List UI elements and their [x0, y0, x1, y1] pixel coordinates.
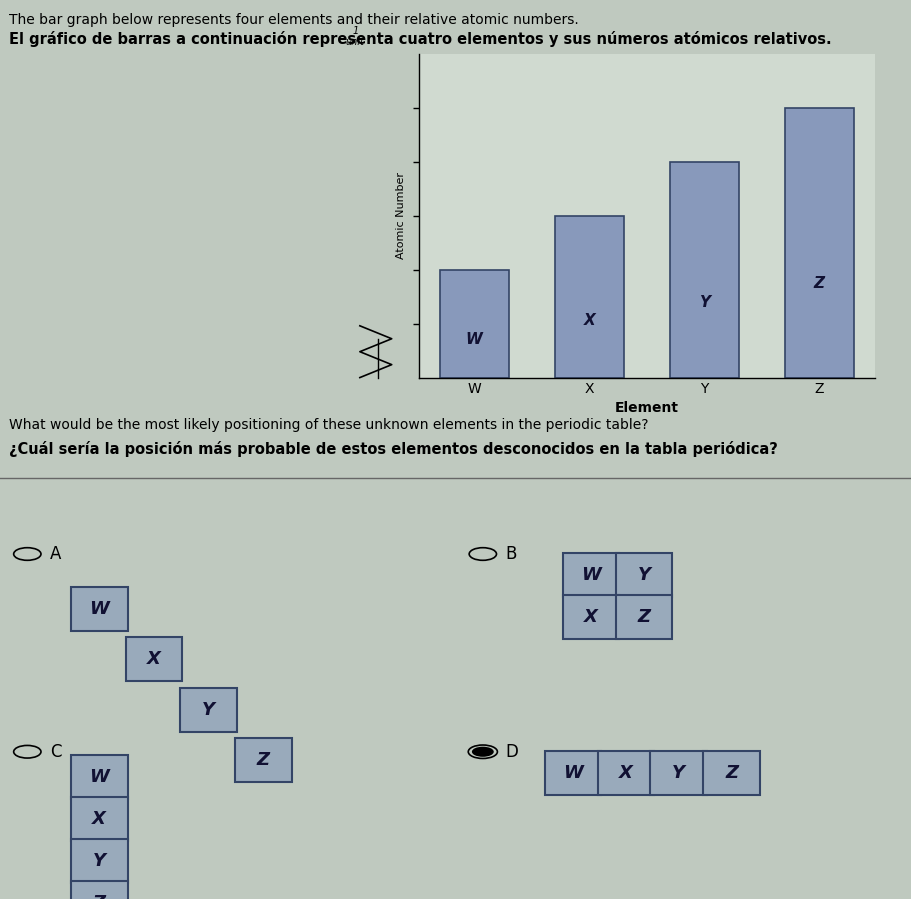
- FancyBboxPatch shape: [650, 751, 707, 795]
- Text: Y: Y: [672, 764, 685, 782]
- Text: Z: Z: [814, 276, 824, 290]
- Text: Y: Y: [93, 852, 106, 870]
- Text: Z: Z: [93, 895, 106, 899]
- Text: W: W: [89, 768, 109, 786]
- FancyBboxPatch shape: [616, 553, 672, 597]
- Text: X: X: [92, 810, 107, 828]
- FancyBboxPatch shape: [563, 595, 619, 639]
- Text: Y: Y: [202, 700, 215, 718]
- Text: B: B: [506, 545, 517, 563]
- FancyBboxPatch shape: [180, 688, 237, 732]
- Bar: [555, 216, 624, 378]
- Text: W: W: [466, 333, 483, 347]
- X-axis label: Element: Element: [615, 401, 679, 414]
- Text: X: X: [584, 608, 599, 626]
- Y-axis label: Atomic Number: Atomic Number: [396, 173, 406, 259]
- Text: D: D: [506, 743, 518, 761]
- Text: El gráfico de barras a continuación representa cuatro elementos y sus números at: El gráfico de barras a continuación repr…: [9, 31, 832, 48]
- Bar: [440, 270, 508, 378]
- Text: X: X: [147, 650, 161, 668]
- Text: Z: Z: [638, 608, 650, 626]
- FancyBboxPatch shape: [71, 755, 128, 799]
- Text: ¿Cuál sería la posición más probable de estos elementos desconocidos en la tabla: ¿Cuál sería la posición más probable de …: [9, 441, 778, 457]
- Text: What would be the most likely positioning of these unknown elements in the perio: What would be the most likely positionin…: [9, 418, 649, 432]
- FancyBboxPatch shape: [235, 738, 292, 782]
- Text: The bar graph below represents four elements and their relative atomic numbers.: The bar graph below represents four elem…: [9, 13, 578, 28]
- Text: W: W: [89, 600, 109, 618]
- Circle shape: [472, 747, 494, 757]
- FancyBboxPatch shape: [71, 840, 128, 883]
- FancyBboxPatch shape: [545, 751, 601, 795]
- FancyBboxPatch shape: [71, 797, 128, 841]
- FancyBboxPatch shape: [71, 881, 128, 899]
- Text: Y: Y: [699, 295, 710, 309]
- Text: Z: Z: [257, 752, 270, 770]
- FancyBboxPatch shape: [598, 751, 654, 795]
- Text: A: A: [50, 545, 61, 563]
- Text: Z: Z: [725, 764, 738, 782]
- Bar: [785, 108, 854, 378]
- FancyBboxPatch shape: [71, 587, 128, 630]
- FancyBboxPatch shape: [616, 595, 672, 639]
- Text: W: W: [563, 764, 583, 782]
- FancyBboxPatch shape: [126, 637, 182, 681]
- Text: 1
unit: 1 unit: [346, 26, 364, 48]
- Text: X: X: [583, 314, 595, 328]
- Text: Y: Y: [638, 566, 650, 584]
- FancyBboxPatch shape: [563, 553, 619, 597]
- FancyBboxPatch shape: [703, 751, 760, 795]
- Text: X: X: [619, 764, 633, 782]
- Text: C: C: [50, 743, 62, 761]
- Bar: [670, 162, 739, 378]
- Text: W: W: [581, 566, 601, 584]
